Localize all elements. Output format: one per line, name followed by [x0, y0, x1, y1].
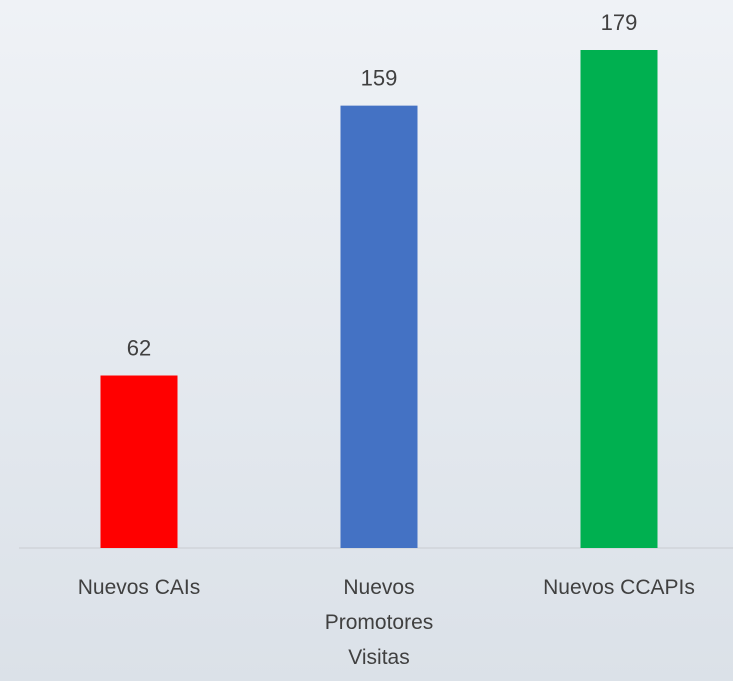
- data-label: 159: [361, 66, 398, 91]
- data-label: 62: [127, 336, 151, 361]
- x-tick-label: Nuevos CAIs: [77, 576, 201, 599]
- bar: [580, 50, 658, 548]
- bar: [100, 375, 178, 548]
- bar: [340, 105, 418, 548]
- data-label: 179: [601, 10, 638, 35]
- x-tick-label: Nuevos Promotores Visitas: [324, 576, 434, 669]
- x-tick-label: Nuevos CCAPIs: [543, 576, 695, 599]
